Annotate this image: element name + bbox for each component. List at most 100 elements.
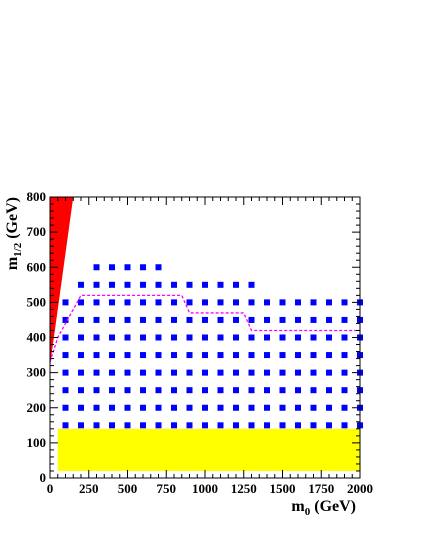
data-point [279, 316, 286, 323]
data-point [124, 369, 131, 376]
data-point [109, 281, 115, 288]
data-point [295, 387, 301, 394]
data-point [109, 299, 115, 306]
data-point [93, 369, 100, 376]
data-point [248, 404, 255, 411]
data-point [109, 352, 115, 359]
data-point [171, 299, 177, 306]
contour-line [49, 294, 360, 363]
data-point [217, 369, 224, 376]
data-point [341, 352, 348, 359]
data-point [93, 264, 100, 271]
data-point [62, 334, 69, 341]
data-point [171, 281, 177, 288]
data-point [155, 369, 162, 376]
data-point [186, 369, 193, 376]
data-point [295, 422, 301, 429]
data-point [248, 352, 255, 359]
data-point [310, 387, 317, 394]
data-point [62, 369, 69, 376]
data-point [93, 352, 100, 359]
ticks-layer [49, 196, 361, 479]
x-tick-label: 1000 [192, 481, 218, 496]
data-point [124, 316, 131, 323]
data-point [140, 422, 146, 429]
data-point [295, 369, 301, 376]
data-point [78, 299, 84, 306]
data-point [248, 299, 255, 306]
data-point [202, 334, 208, 341]
data-point [93, 281, 100, 288]
data-point [202, 369, 208, 376]
data-point [93, 387, 100, 394]
data-point [341, 334, 348, 341]
data-point [93, 316, 100, 323]
data-point [217, 316, 224, 323]
data-point [171, 334, 177, 341]
data-point [78, 316, 84, 323]
data-point [202, 387, 208, 394]
data-point [248, 334, 255, 341]
data-point [326, 352, 332, 359]
data-point [155, 422, 162, 429]
data-point [62, 316, 69, 323]
data-point [295, 316, 301, 323]
y-axis-title: m1/2 (GeV) [4, 197, 24, 270]
x-axis-title: m0 (GeV) [291, 498, 356, 518]
data-point [171, 404, 177, 411]
data-point [78, 281, 84, 288]
x-tick-label: 500 [118, 481, 138, 496]
x-tick-label: 1750 [308, 481, 334, 496]
data-point [310, 422, 317, 429]
data-point [140, 369, 146, 376]
data-point [295, 299, 301, 306]
data-point [186, 334, 193, 341]
excluded-triangle-layer [50, 197, 74, 366]
data-point [295, 404, 301, 411]
data-point [140, 352, 146, 359]
x-tick-label: 250 [79, 481, 99, 496]
x-tick-label: 1500 [270, 481, 296, 496]
data-point [233, 387, 239, 394]
data-point [326, 369, 332, 376]
data-point [78, 422, 84, 429]
data-point [186, 352, 193, 359]
data-point [295, 352, 301, 359]
data-point [109, 369, 115, 376]
data-point [295, 334, 301, 341]
y-tick-labels: 0 100 200 300 400 500 600 700 800 [27, 189, 47, 485]
data-point [109, 422, 115, 429]
data-point [155, 334, 162, 341]
data-point [326, 404, 332, 411]
data-point [62, 387, 69, 394]
data-point [171, 387, 177, 394]
excluded-band-layer [57, 428, 360, 471]
y-tick-label: 300 [27, 365, 47, 380]
data-point [93, 404, 100, 411]
y-tick-label: 400 [27, 330, 47, 345]
data-point [233, 404, 239, 411]
data-point [171, 352, 177, 359]
y-tick-label: 700 [27, 224, 47, 239]
data-point [124, 264, 131, 271]
data-point [155, 281, 162, 288]
excluded-band [57, 428, 360, 471]
data-point [264, 404, 270, 411]
data-point [217, 404, 224, 411]
data-point [186, 281, 193, 288]
data-point [186, 316, 193, 323]
data-point [140, 299, 146, 306]
data-point [341, 316, 348, 323]
data-point [341, 299, 348, 306]
x-tick-label: 2000 [347, 481, 373, 496]
data-point [217, 299, 224, 306]
data-point [124, 334, 131, 341]
data-point [140, 404, 146, 411]
data-point [186, 404, 193, 411]
data-point [140, 316, 146, 323]
data-point [171, 422, 177, 429]
data-point [93, 299, 100, 306]
data-point [310, 299, 317, 306]
data-point [326, 422, 332, 429]
data-point [341, 404, 348, 411]
